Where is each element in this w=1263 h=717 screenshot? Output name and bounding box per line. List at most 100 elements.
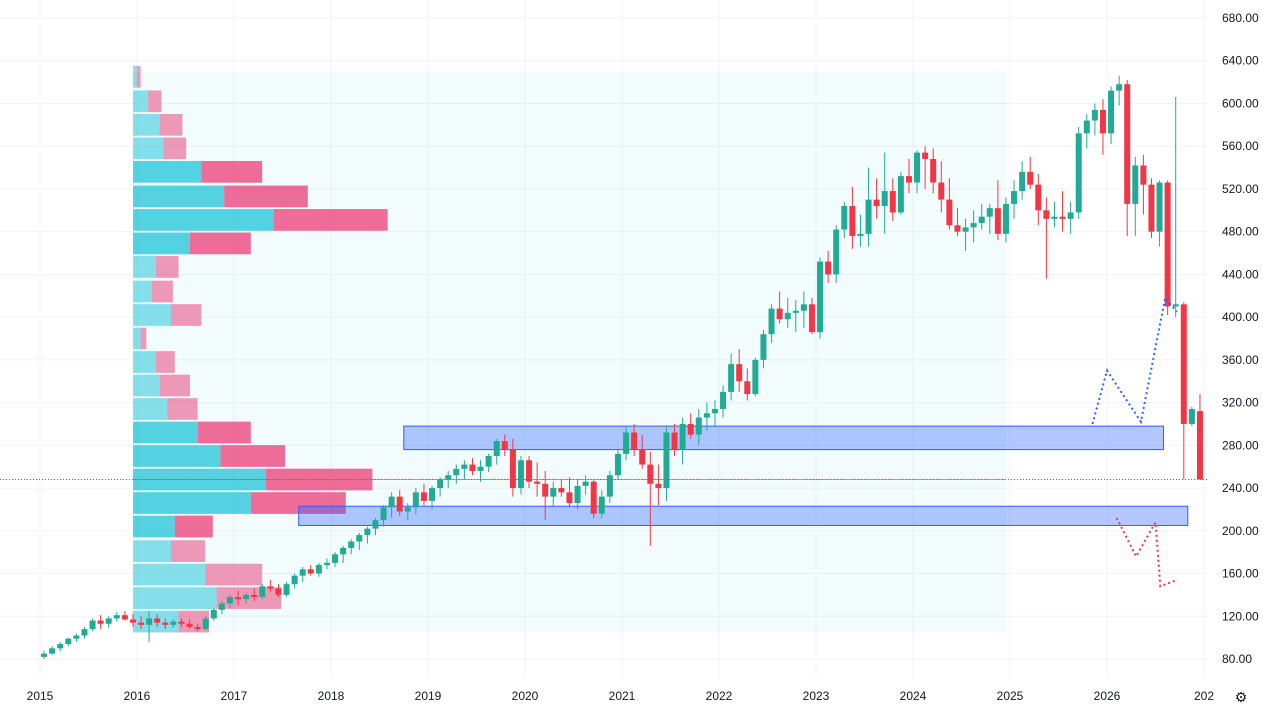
candle-body	[881, 191, 888, 207]
volume-profile-down-bar	[148, 90, 162, 113]
volume-profile-up-bar	[133, 232, 190, 255]
candle-body	[420, 492, 427, 501]
forecast-bullish-path	[1091, 295, 1178, 425]
volume-profile-down-bar	[159, 113, 183, 136]
candle-body	[623, 432, 630, 454]
candle	[1164, 180, 1171, 315]
y-tick-label: 240.00	[1222, 481, 1259, 495]
x-tick-label: 2015	[27, 689, 54, 703]
candle-body	[485, 456, 492, 467]
y-tick-label: 440.00	[1222, 267, 1259, 281]
candle	[162, 618, 169, 630]
candle	[372, 517, 379, 536]
candle	[776, 291, 783, 324]
candle-body	[897, 176, 904, 213]
candle-body	[412, 492, 419, 508]
candle	[550, 481, 557, 508]
candle	[1108, 86, 1115, 145]
volume-profile-down-bar	[205, 563, 263, 586]
candle	[639, 434, 646, 469]
volume-profile-up-bar	[133, 90, 149, 113]
candle	[1019, 161, 1026, 200]
candle	[235, 590, 242, 606]
volume-profile-down-bar	[171, 540, 206, 562]
candle-body	[671, 432, 678, 450]
candle	[1051, 201, 1058, 228]
candle-body	[243, 594, 250, 600]
volume-profile-down-bar	[197, 421, 251, 444]
volume-profile-up-bar	[133, 374, 160, 397]
volume-profile-down-bar	[155, 256, 179, 278]
candle-body	[1180, 304, 1187, 424]
candle-body	[307, 569, 314, 574]
candle	[509, 438, 516, 497]
candle-body	[631, 432, 638, 450]
candle	[1002, 197, 1009, 243]
volume-profile-up-bar	[133, 256, 156, 278]
candle	[930, 148, 937, 194]
candle-body	[372, 520, 379, 529]
candle	[356, 532, 363, 551]
candle	[728, 353, 735, 401]
candle-body	[566, 492, 573, 504]
candle	[129, 614, 136, 627]
candle	[445, 470, 452, 489]
candle-body	[558, 488, 565, 493]
volume-profile-up-bar	[133, 327, 141, 350]
candle	[1116, 75, 1123, 106]
y-tick-label: 200.00	[1222, 524, 1259, 538]
candle-body	[1019, 171, 1026, 192]
candle-body	[218, 603, 225, 610]
candle	[348, 539, 355, 555]
candle	[251, 588, 258, 602]
candle-body	[1116, 84, 1123, 91]
x-tick-label: 2016	[124, 689, 151, 703]
volume-profile-up-bar	[133, 421, 198, 444]
x-tick-label: 2020	[512, 689, 539, 703]
volume-profile-up-bar	[133, 113, 160, 136]
candle	[954, 208, 961, 236]
candle	[614, 449, 621, 480]
candle	[1011, 180, 1018, 219]
volume-profile-up-bar	[133, 185, 225, 208]
candle-body	[186, 623, 193, 627]
candle	[97, 615, 104, 630]
candle-body	[105, 618, 112, 624]
candle-body	[534, 481, 541, 484]
candle-body	[760, 334, 767, 360]
y-tick-label: 320.00	[1222, 396, 1259, 410]
candle-body	[841, 206, 848, 230]
candle	[881, 152, 888, 234]
chart-settings-icon[interactable]: ⚙	[1234, 688, 1248, 705]
candle-body	[776, 308, 783, 320]
x-tick-label: 2018	[318, 689, 345, 703]
candle-body	[1051, 216, 1058, 219]
candle	[170, 619, 177, 629]
volume-profile-down-bar	[155, 351, 175, 373]
candle	[420, 483, 427, 506]
candle	[1067, 201, 1074, 234]
candle	[453, 464, 460, 484]
candle-body	[711, 409, 718, 414]
candle-body	[800, 304, 807, 311]
candle	[57, 641, 64, 652]
y-tick-label: 360.00	[1222, 353, 1259, 367]
volume-profile-range	[133, 71, 1006, 633]
candle-body	[323, 562, 330, 565]
y-tick-label: 280.00	[1222, 438, 1259, 452]
x-axis: 2015 2016 2017 2018 2019 2020 2021 2022 2023 2024…	[27, 689, 1215, 703]
y-tick-label: 400.00	[1222, 310, 1259, 324]
y-tick-label: 160.00	[1222, 567, 1259, 581]
candle-body	[542, 483, 549, 497]
candle-body	[1148, 184, 1155, 232]
candle	[808, 297, 815, 335]
candle	[744, 368, 751, 401]
candle	[146, 610, 153, 642]
candle-body	[283, 584, 290, 595]
candle-body	[113, 615, 120, 619]
candle	[1140, 154, 1147, 215]
candle	[259, 584, 266, 600]
candle-body	[1132, 165, 1139, 204]
candle-body	[162, 622, 169, 625]
